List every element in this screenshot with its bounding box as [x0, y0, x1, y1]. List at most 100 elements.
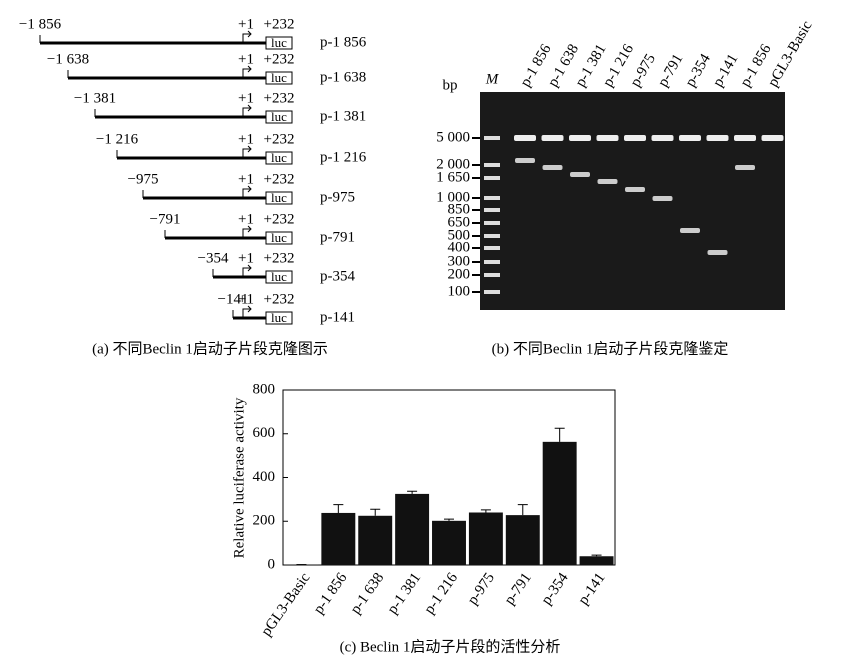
construct-name: p-975	[320, 189, 355, 205]
gel-band	[651, 135, 674, 141]
gel-band	[735, 165, 755, 170]
x-tick-label: p-1 856	[311, 570, 351, 617]
construct-name: p-1 638	[320, 69, 366, 85]
caption-b: (b) 不同Beclin 1启动子片段克隆鉴定	[492, 340, 729, 357]
gel-band	[542, 165, 563, 170]
y-tick-label: 800	[253, 381, 276, 397]
tss-arrow	[242, 104, 252, 117]
luc-label: luc	[271, 70, 287, 85]
tss-label: +1	[238, 171, 254, 187]
gel-band	[679, 135, 701, 141]
tss-arrow	[242, 305, 252, 318]
gel-band	[625, 187, 645, 192]
y-tick-label: 400	[253, 469, 276, 485]
error-bar	[591, 554, 602, 557]
end-label: +232	[264, 211, 295, 227]
marker-band	[484, 176, 500, 180]
tss-label: +1	[238, 131, 254, 147]
gel-band	[541, 135, 564, 141]
marker-size-label: 100	[448, 283, 471, 299]
tss-label: +1	[238, 16, 254, 32]
construct-name: p-354	[320, 268, 355, 284]
gel-band	[569, 135, 591, 141]
end-label: +232	[264, 291, 295, 307]
end-label: +232	[264, 171, 295, 187]
luc-box	[265, 110, 293, 124]
luc-box	[265, 270, 293, 284]
error-bar	[554, 427, 565, 442]
error-bar	[444, 518, 454, 521]
start-label: −1 216	[96, 131, 139, 147]
construct-name: p-1 856	[320, 34, 367, 50]
gel-band	[652, 196, 673, 201]
tss-arrow	[242, 145, 252, 158]
bar	[395, 493, 430, 565]
gel-band	[514, 135, 536, 141]
error-bar	[370, 508, 381, 516]
bar	[468, 512, 503, 565]
luc-label: luc	[271, 109, 287, 124]
gel-band	[734, 135, 756, 141]
marker-band	[484, 246, 500, 250]
gel-image	[480, 92, 785, 310]
start-label: −354	[198, 250, 229, 266]
luc-label: luc	[271, 190, 287, 205]
tss-arrow	[242, 185, 252, 198]
x-tick-label: p-975	[465, 570, 498, 608]
gel-band	[597, 179, 618, 184]
caption-a: (a) 不同Beclin 1启动子片段克隆图示	[92, 340, 328, 357]
x-tick-label: p-1 216	[421, 570, 461, 617]
gel-band	[570, 172, 590, 177]
gel-band	[624, 135, 646, 141]
y-tick-label: 600	[253, 425, 276, 441]
marker-size-label: 2 000	[436, 156, 470, 172]
y-tick-label: 200	[253, 513, 276, 529]
start-label: −975	[128, 171, 159, 187]
luc-box	[265, 231, 293, 245]
start-label: −1 856	[19, 16, 62, 32]
marker-band	[484, 234, 500, 238]
tss-arrow	[242, 264, 252, 277]
y-tick-label: 0	[268, 556, 276, 572]
marker-size-label: 650	[448, 214, 471, 230]
marker-band	[484, 196, 500, 200]
x-tick-label: pGL3-Basic	[258, 570, 313, 640]
lane-label: p-141	[710, 51, 741, 89]
luc-label: luc	[271, 230, 287, 245]
gel-band	[707, 250, 728, 255]
bar	[358, 515, 393, 565]
luc-box	[265, 71, 293, 85]
marker-size-label: 850	[448, 201, 471, 217]
luc-box	[265, 191, 293, 205]
marker-band	[484, 136, 500, 140]
marker-size-label: 5 000	[436, 129, 470, 145]
end-label: +232	[264, 250, 295, 266]
end-label: +232	[264, 16, 295, 32]
x-tick-label: p-354	[539, 570, 572, 608]
start-label: −1 381	[74, 90, 116, 106]
luc-label: luc	[271, 269, 287, 284]
start-label: −791	[150, 211, 181, 227]
end-label: +232	[264, 90, 295, 106]
marker-band	[484, 208, 500, 212]
lane-label: p-354	[683, 51, 715, 90]
y-axis-label: Relative luciferase activity	[231, 397, 247, 558]
tss-label: +1	[238, 211, 254, 227]
tss-arrow	[242, 225, 252, 238]
marker-size-label: 400	[448, 239, 471, 255]
construct-name: p-1 216	[320, 149, 367, 165]
tss-label: +1	[238, 51, 254, 67]
bar	[432, 520, 466, 565]
marker-size-label: 1 650	[436, 169, 470, 185]
luc-label: luc	[271, 35, 287, 50]
marker-size-label: 300	[448, 253, 471, 269]
bar	[505, 515, 540, 565]
x-tick-label: p-791	[502, 570, 535, 608]
gel-band	[706, 135, 729, 141]
marker-size-label: 500	[448, 227, 471, 243]
gel-unit: bp	[443, 77, 458, 93]
marker-band	[484, 163, 500, 167]
tss-label: +1	[238, 90, 254, 106]
marker-band	[484, 260, 500, 264]
